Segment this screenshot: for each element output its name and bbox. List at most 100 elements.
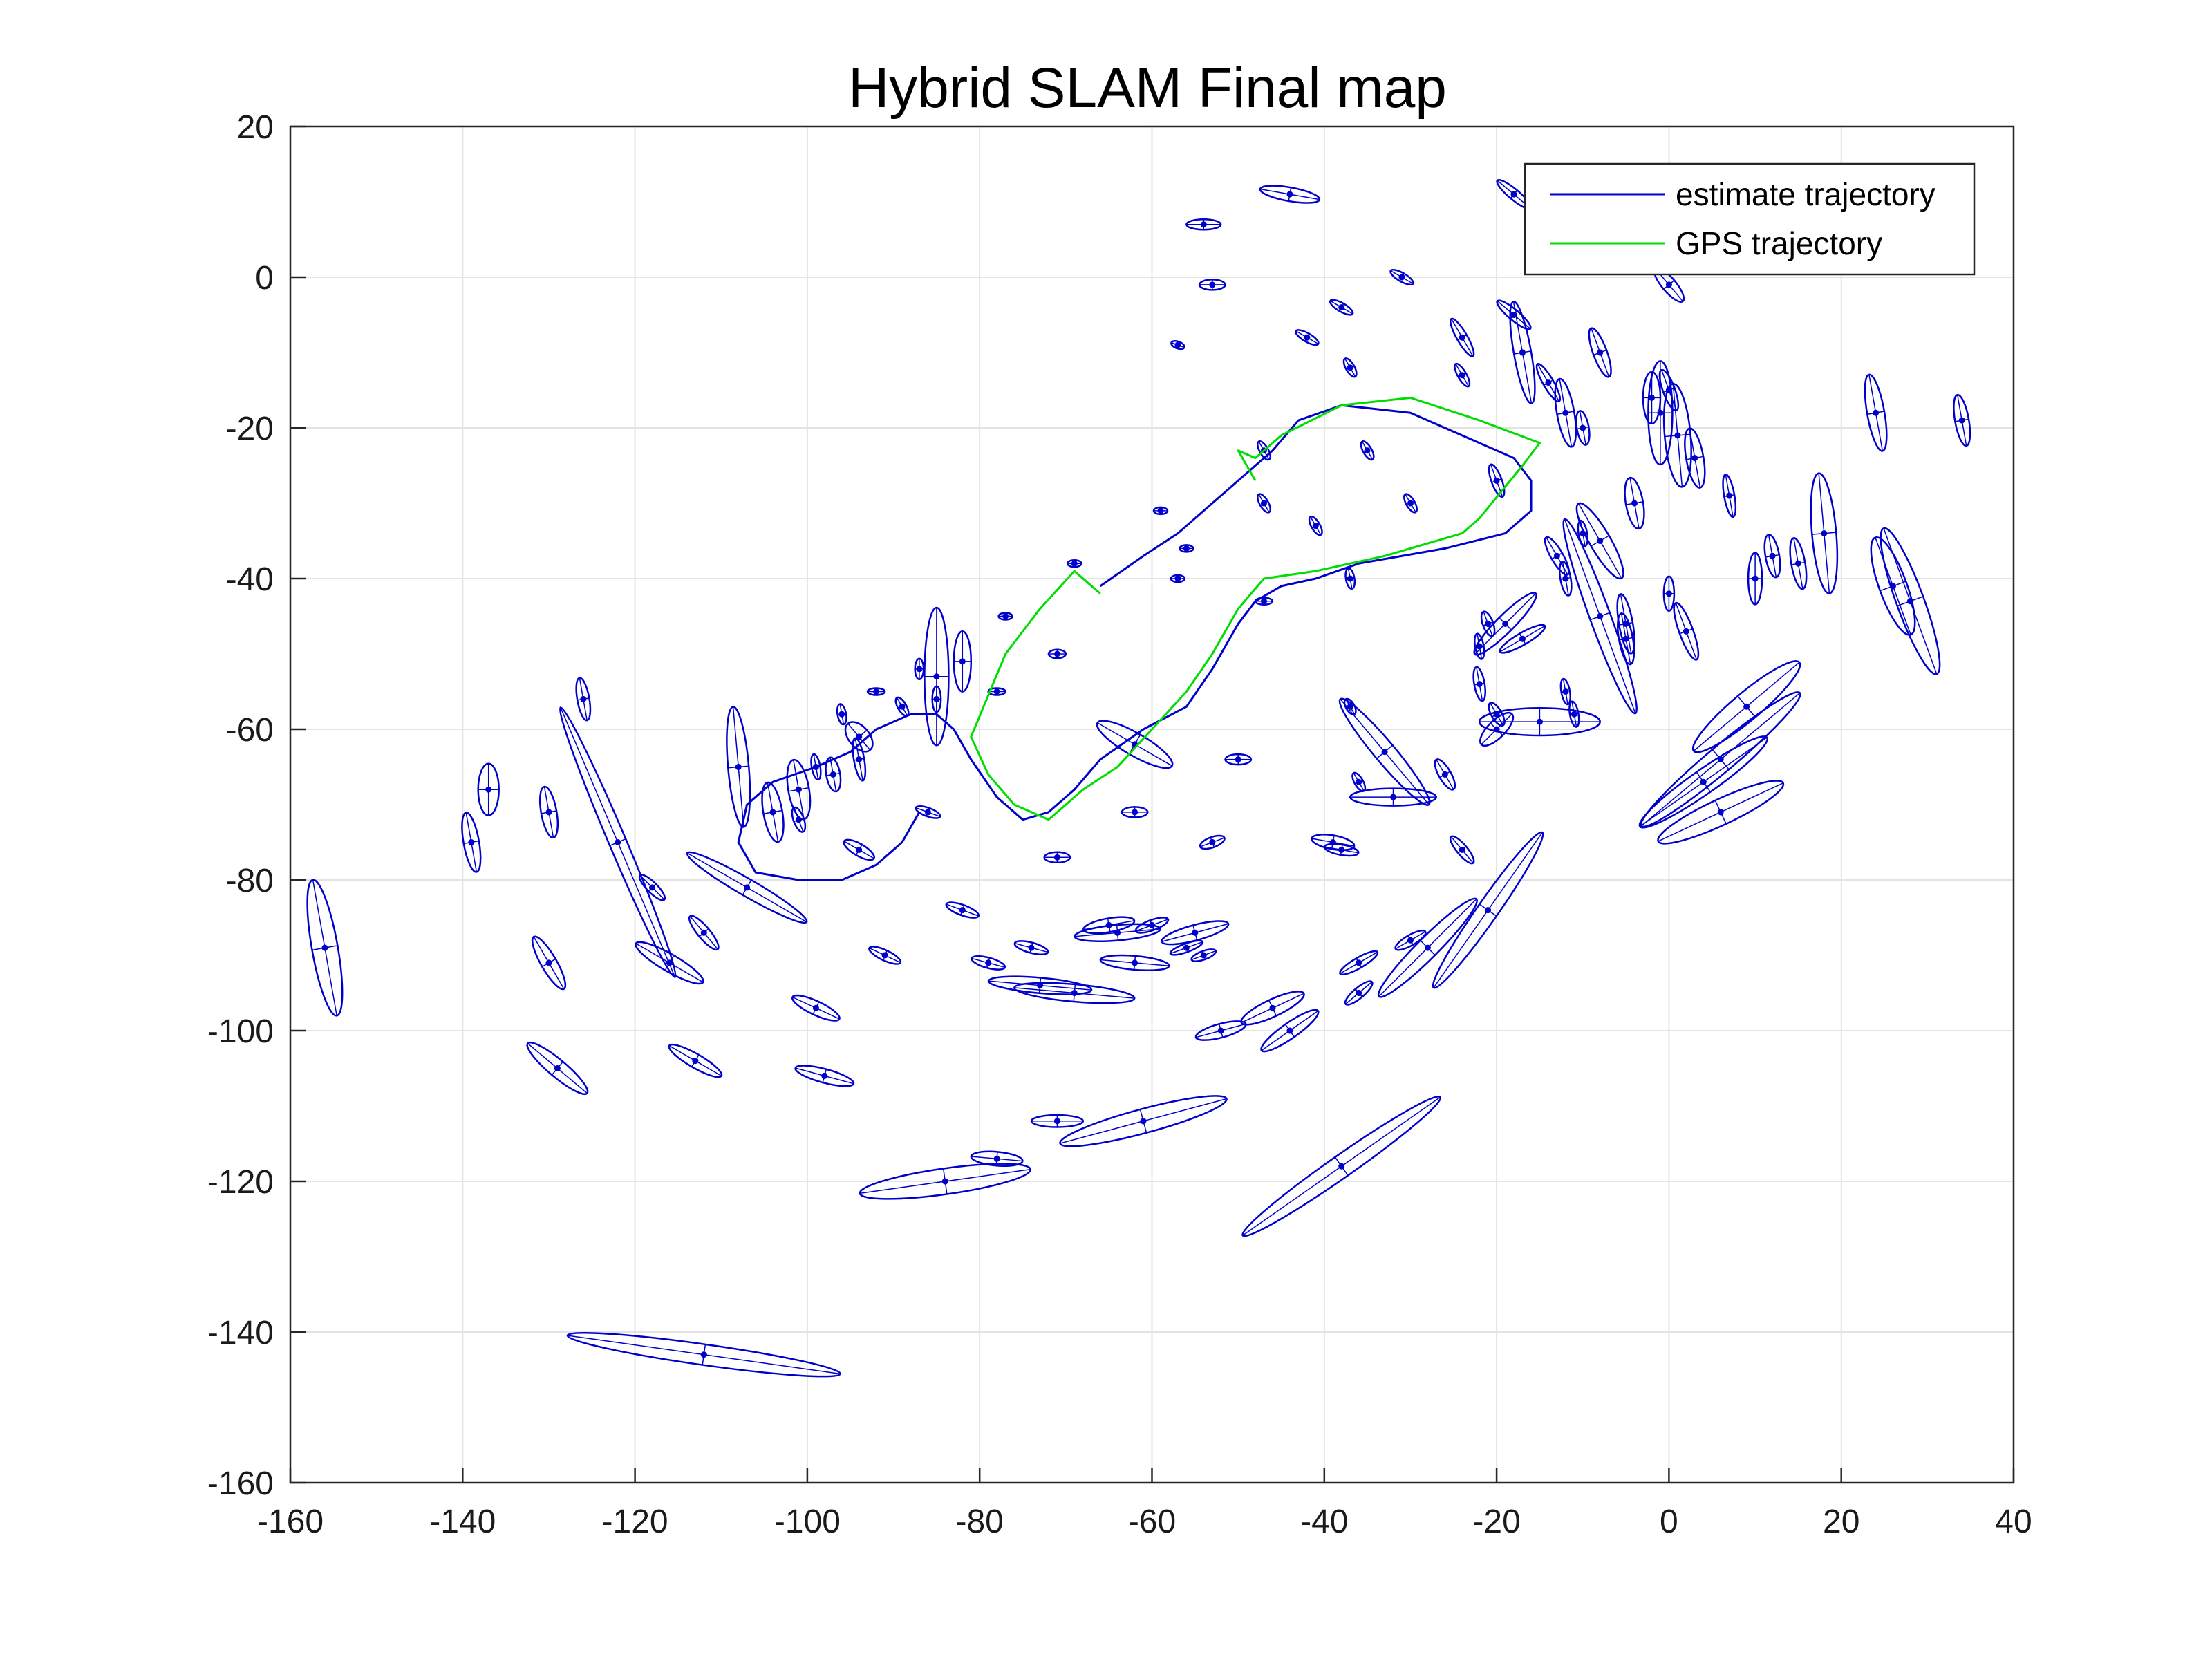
landmark-ellipse <box>1170 340 1185 350</box>
y-tick-label: -20 <box>226 411 274 447</box>
covariance-ellipse <box>1323 843 1360 857</box>
x-tick-label: -60 <box>1128 1503 1176 1540</box>
landmark-ellipse <box>668 1043 723 1078</box>
landmark-ellipse <box>566 1331 842 1378</box>
landmark-ellipse <box>1617 612 1635 666</box>
covariance-ellipse <box>859 1163 1032 1200</box>
landmark-point <box>1553 552 1560 559</box>
landmark-point <box>933 673 940 680</box>
landmark-ellipse <box>461 812 482 873</box>
landmark-point <box>924 809 931 816</box>
landmark-ellipse <box>575 677 592 722</box>
landmark-point <box>959 907 966 914</box>
covariance-ellipse <box>688 915 720 951</box>
covariance-ellipse <box>791 806 807 833</box>
landmark-ellipse <box>1190 948 1217 962</box>
landmark-ellipse <box>1360 440 1375 461</box>
landmark-ellipse <box>1260 1009 1320 1053</box>
landmark-point <box>1338 1163 1345 1170</box>
landmark-ellipse <box>953 630 973 693</box>
landmark-point <box>1562 688 1569 695</box>
landmark-point <box>1002 613 1009 619</box>
y-tick-label: -120 <box>207 1164 274 1201</box>
landmark-point <box>1364 447 1371 454</box>
landmark-ellipse <box>987 687 1006 696</box>
landmark-ellipse <box>1259 185 1321 204</box>
landmark-point <box>735 764 742 770</box>
landmark-point <box>1873 409 1880 416</box>
y-tick-label: 20 <box>237 109 274 146</box>
landmark-point <box>959 658 966 665</box>
landmark-ellipse <box>1616 593 1635 655</box>
landmark-ellipse <box>638 874 666 901</box>
landmark-point <box>1717 756 1724 763</box>
landmark-point <box>1235 756 1241 763</box>
landmark-point <box>1536 718 1543 725</box>
x-tick-label: -140 <box>429 1503 496 1540</box>
landmark-ellipse <box>1880 527 1941 675</box>
landmark-point <box>881 952 888 959</box>
landmark-ellipse <box>1199 834 1226 850</box>
landmark-ellipse <box>791 806 807 833</box>
landmark-point <box>666 959 673 966</box>
landmark-point <box>1037 982 1043 989</box>
landmark-point <box>769 809 776 816</box>
landmark-ellipse <box>726 706 751 828</box>
landmark-point <box>1622 635 1629 642</box>
landmark-point <box>830 771 836 778</box>
covariance-ellipse <box>1454 362 1471 388</box>
y-tick-label: -40 <box>226 561 274 598</box>
landmark-ellipse <box>1074 923 1161 942</box>
landmark-point <box>795 816 802 823</box>
landmark-point <box>1149 921 1155 928</box>
landmark-ellipse <box>1449 835 1475 865</box>
covariance-ellipse <box>526 1041 589 1096</box>
landmark-point <box>933 695 940 702</box>
x-tick-label: 20 <box>1823 1503 1859 1540</box>
covariance-ellipse <box>1199 834 1226 850</box>
landmark-ellipse <box>1953 393 1971 447</box>
x-tick-label: -80 <box>956 1503 1004 1540</box>
landmark-ellipse <box>924 606 950 747</box>
landmark-ellipse <box>1575 410 1591 446</box>
landmark-ellipse <box>1403 493 1418 514</box>
landmark-point <box>1958 417 1965 424</box>
landmark-ellipse <box>1673 601 1700 661</box>
landmark-point <box>1597 349 1604 356</box>
landmark-point <box>700 1351 707 1358</box>
landmark-ellipse <box>866 687 886 696</box>
landmark-point <box>993 688 1000 695</box>
landmark-point <box>1485 620 1492 627</box>
landmark-point <box>545 959 552 966</box>
landmark-point <box>1407 500 1414 507</box>
landmark-ellipse <box>1454 362 1471 388</box>
landmark-point <box>649 884 655 891</box>
landmark-point <box>795 786 802 793</box>
landmark-ellipse <box>914 657 925 681</box>
landmark-point <box>1338 304 1345 311</box>
landmark-ellipse <box>1624 476 1645 530</box>
landmark-point <box>1649 394 1655 401</box>
landmark-point <box>1114 929 1121 936</box>
landmark-point <box>1441 771 1448 778</box>
landmark-point <box>873 688 880 695</box>
landmark-point <box>1424 944 1431 951</box>
x-tick-label: -160 <box>257 1503 324 1540</box>
landmark-ellipse <box>1134 917 1170 934</box>
trajectory-lines <box>737 396 1541 881</box>
landmark-point <box>899 703 906 710</box>
landmark-point <box>468 839 475 845</box>
landmark-ellipse <box>1198 279 1226 291</box>
landmark-ellipse <box>1568 700 1580 728</box>
landmark-ellipse <box>1254 597 1274 606</box>
landmark-point <box>941 1178 948 1185</box>
landmark-ellipse <box>859 1163 1032 1200</box>
landmark-point <box>554 1065 561 1071</box>
landmark-point <box>1356 778 1362 785</box>
landmark-ellipse <box>791 994 841 1022</box>
landmark-point <box>580 695 587 702</box>
landmark-point <box>1132 959 1138 966</box>
landmark-point <box>1622 620 1629 627</box>
landmark-ellipse <box>868 946 902 965</box>
